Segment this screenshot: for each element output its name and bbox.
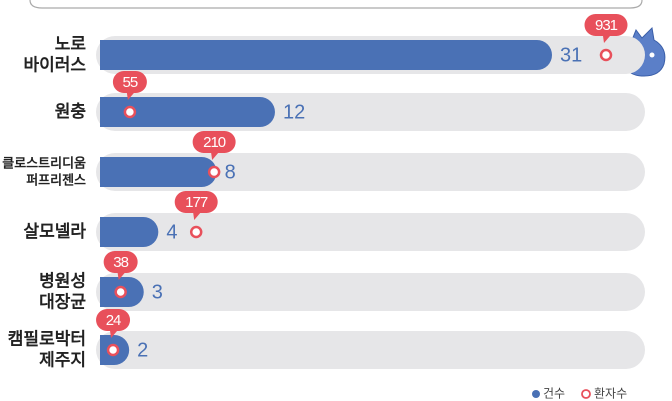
page: {"chart_data": {"type": "bar", "categori… <box>0 0 672 401</box>
value-label: 4 <box>166 221 177 243</box>
value-label: 31 <box>560 44 582 66</box>
value-label: 12 <box>283 101 305 123</box>
bubble-label: 210 <box>203 134 226 151</box>
chart: 노로바이러스 31 931 원충 12 55 클로스트리디움퍼프리젠스 8 210 살모넬라 4 17… <box>0 0 672 401</box>
category-label: 원충 <box>55 102 87 122</box>
bar <box>100 40 552 70</box>
legend-marker <box>582 390 590 398</box>
bubble-label: 931 <box>595 17 618 34</box>
track <box>96 273 645 311</box>
patient-marker <box>125 107 135 117</box>
value-label: 2 <box>137 339 148 361</box>
patient-marker <box>191 227 201 237</box>
patient-marker <box>108 345 118 355</box>
track <box>96 213 645 251</box>
patient-marker <box>601 50 611 60</box>
legend-marker <box>532 390 540 398</box>
value-label: 8 <box>225 161 236 183</box>
patient-marker <box>209 167 219 177</box>
frame-edge <box>30 0 642 8</box>
legend-label: 환자수 <box>594 387 627 401</box>
category-label: 살모넬라 <box>23 222 86 242</box>
bar <box>100 157 217 187</box>
bubble-label: 177 <box>185 194 208 211</box>
bubble-label: 55 <box>123 74 138 91</box>
bubble-label: 24 <box>106 312 121 329</box>
value-label: 3 <box>152 281 163 303</box>
legend-label: 건수 <box>543 387 565 401</box>
bubble-label: 38 <box>113 254 128 271</box>
track <box>96 331 645 369</box>
patient-marker <box>116 287 126 297</box>
bar <box>100 217 158 247</box>
